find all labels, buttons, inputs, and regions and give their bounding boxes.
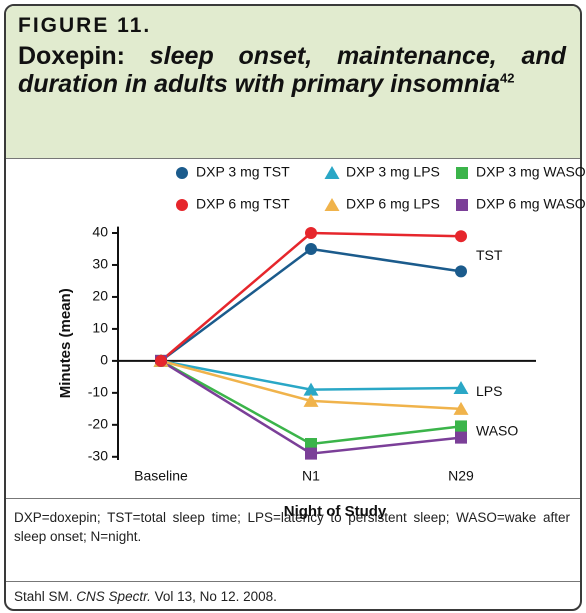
marker [455, 230, 467, 243]
x-tick-label: N1 [302, 468, 320, 484]
marker [155, 354, 167, 367]
citation: Stahl SM. CNS Spectr. Vol 13, No 12. 200… [14, 589, 277, 604]
figure-title: Doxepin: sleep onset, maintenance, and d… [18, 42, 566, 98]
legend-label: DXP 3 mg LPS [346, 164, 440, 180]
separator [6, 498, 580, 499]
legend-label: DXP 3 mg TST [196, 164, 290, 180]
marker [455, 431, 467, 444]
y-tick-label: 0 [100, 352, 108, 368]
citation-journal: CNS Spectr. [76, 589, 151, 604]
marker [456, 167, 468, 179]
marker [305, 226, 317, 239]
annotation: LPS [476, 383, 502, 399]
x-tick-label: N29 [448, 468, 474, 484]
y-tick-label: -20 [88, 416, 108, 432]
marker [305, 242, 317, 255]
marker [453, 401, 469, 415]
x-tick-label: Baseline [134, 468, 188, 484]
y-axis-label: Minutes (mean) [57, 288, 74, 398]
citation-details: Vol 13, No 12. 2008. [154, 589, 277, 604]
title-italic: sleep onset, maintenance, and duration i… [18, 42, 566, 98]
legend-label: DXP 6 mg TST [196, 196, 290, 212]
annotation: TST [476, 247, 503, 263]
y-tick-label: -30 [88, 448, 108, 464]
legend-label: DXP 6 mg WASO [476, 196, 586, 212]
annotation: WASO [476, 423, 518, 439]
marker [324, 198, 340, 211]
separator [6, 581, 580, 582]
title-main: Doxepin: [18, 42, 125, 70]
reference: 42 [500, 70, 515, 86]
y-tick-label: 20 [92, 288, 108, 304]
marker [176, 199, 188, 211]
marker [303, 382, 319, 396]
marker [324, 166, 340, 179]
marker [305, 447, 317, 460]
marker [455, 265, 467, 278]
marker [303, 393, 319, 407]
series-line [160, 247, 462, 362]
marker [305, 438, 317, 451]
marker [176, 167, 188, 179]
footnote: DXP=doxepin; TST=total sleep time; LPS=l… [14, 510, 570, 544]
y-tick-label: 10 [92, 320, 108, 336]
figure-label: FIGURE 11. [18, 14, 152, 37]
y-tick-label: -10 [88, 384, 108, 400]
figure-frame: FIGURE 11. Doxepin: sleep onset, mainten… [4, 4, 582, 611]
legend-label: DXP 6 mg LPS [346, 196, 440, 212]
marker [453, 381, 469, 395]
marker [456, 199, 468, 211]
citation-author: Stahl SM. [14, 589, 73, 604]
x-axis-label: Night of Study [284, 503, 387, 520]
y-tick-label: 30 [92, 256, 108, 272]
legend-label: DXP 3 mg WASO [476, 164, 586, 180]
y-tick-label: 40 [92, 224, 108, 240]
marker [455, 420, 467, 433]
header: FIGURE 11. Doxepin: sleep onset, mainten… [6, 6, 580, 159]
